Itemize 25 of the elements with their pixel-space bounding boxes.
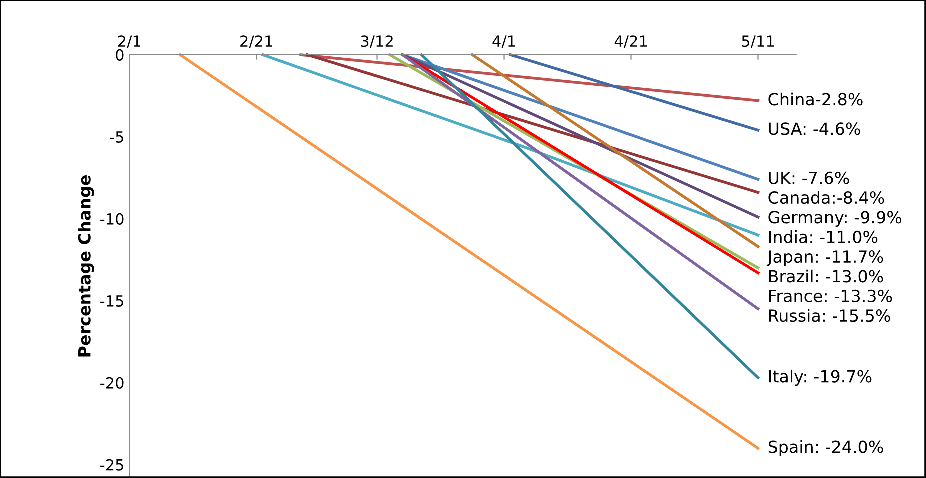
series-label: China-2.8% <box>768 92 863 106</box>
series-label: USA: -4.6% <box>769 122 860 136</box>
y-tick-label: -20 <box>100 377 124 389</box>
y-tick-label: -25 <box>100 459 124 471</box>
series-label: Italy: -19.7% <box>769 370 872 386</box>
series-label: UK: -7.6% <box>769 172 850 184</box>
series-label: India: -11.0% <box>769 230 878 244</box>
series-label: Spain: -24.0% <box>768 440 884 457</box>
series-label: Brazil: -13.0% <box>769 270 884 283</box>
x-tick-label: 5/11 <box>742 36 774 48</box>
y-tick-label: -15 <box>100 296 124 307</box>
series-label: Russia: -15.5% <box>769 309 890 322</box>
series-label: Germany: -9.9% <box>768 211 902 227</box>
x-tick-label: 3/12 <box>361 36 393 48</box>
series-label: France: -13.3% <box>769 290 892 302</box>
series-label: Japan: -11.7% <box>766 250 884 266</box>
y-tick-label: 0 <box>116 49 124 61</box>
x-tick-label: 4/1 <box>492 36 516 48</box>
y-tick-label: -10 <box>100 213 124 225</box>
y-tick-label: -5 <box>110 132 124 143</box>
x-tick-label: 2/1 <box>118 36 141 48</box>
series-label: Canada:-8.4% <box>768 191 884 204</box>
x-tick-label: 4/21 <box>614 36 648 48</box>
y-axis-title: Percentage Change <box>78 176 94 357</box>
x-tick-label: 2/21 <box>240 36 272 48</box>
